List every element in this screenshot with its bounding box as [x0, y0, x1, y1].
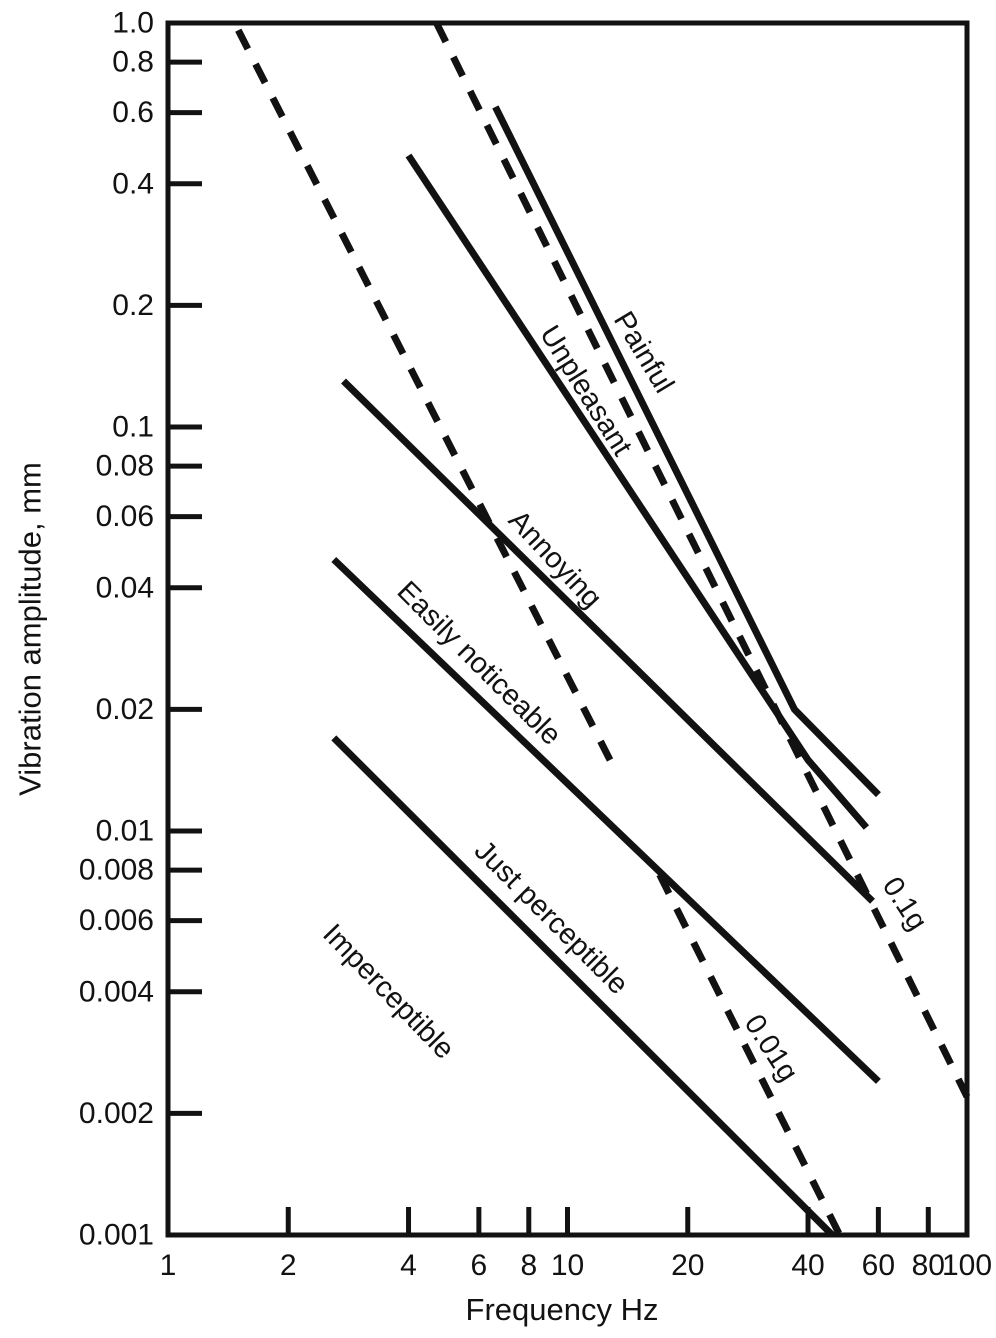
- y-tick-label: 0.8: [112, 46, 154, 79]
- x-tick-label: 100: [942, 1249, 992, 1282]
- y-tick-label: 0.006: [79, 904, 154, 937]
- x-tick-label: 60: [862, 1249, 895, 1282]
- y-tick-label: 0.1: [112, 411, 154, 444]
- x-tick-label: 80: [912, 1249, 945, 1282]
- series-line-accel-0p01g-lower: [656, 873, 843, 1237]
- y-tick-label: 0.01: [96, 815, 154, 848]
- series-line-just-perceptible-boundary: [331, 735, 835, 1238]
- y-tick-label: 1.0: [112, 7, 154, 40]
- region-label-imperceptible: Imperceptible: [316, 918, 460, 1065]
- y-tick-label: 0.001: [79, 1219, 154, 1252]
- region-label-annoying: Annoying: [502, 504, 608, 614]
- x-tick-label: 10: [551, 1249, 584, 1282]
- y-tick-label: 0.02: [96, 693, 154, 726]
- x-tick-label: 4: [400, 1249, 417, 1282]
- y-tick-label: 0.6: [112, 96, 154, 129]
- x-tick-label: 40: [791, 1249, 824, 1282]
- y-tick-label: 0.004: [79, 975, 154, 1008]
- series-line-painful-boundary: [492, 105, 881, 798]
- series-line-annoying-boundary: [341, 378, 875, 904]
- x-tick-label: 20: [671, 1249, 704, 1282]
- y-tick-label: 0.2: [112, 289, 154, 322]
- y-axis-title: Vibration amplitude, mm: [13, 462, 48, 796]
- region-label-just-perceptible: Just perceptible: [468, 835, 634, 1001]
- series-line-accel-0p1g: [433, 21, 971, 1099]
- region-label-easily-noticeable: Easily noticeable: [391, 575, 568, 752]
- series-line-easily-noticeable-boundary: [331, 556, 881, 1084]
- x-tick-label: 6: [471, 1249, 488, 1282]
- x-axis-title: Frequency Hz: [466, 1292, 659, 1327]
- x-tick-label: 8: [520, 1249, 537, 1282]
- y-tick-label: 0.04: [96, 571, 154, 604]
- y-tick-label: 0.06: [96, 500, 154, 533]
- series-line-accel-0p01g-upper: [235, 28, 617, 768]
- series-line-unpleasant-boundary: [405, 153, 870, 830]
- y-tick-label: 0.002: [79, 1097, 154, 1130]
- x-tick-label: 2: [280, 1249, 297, 1282]
- y-tick-label: 0.008: [79, 854, 154, 887]
- x-tick-label: 1: [160, 1249, 177, 1282]
- y-tick-label: 0.4: [112, 167, 154, 200]
- y-tick-label: 0.08: [96, 450, 154, 483]
